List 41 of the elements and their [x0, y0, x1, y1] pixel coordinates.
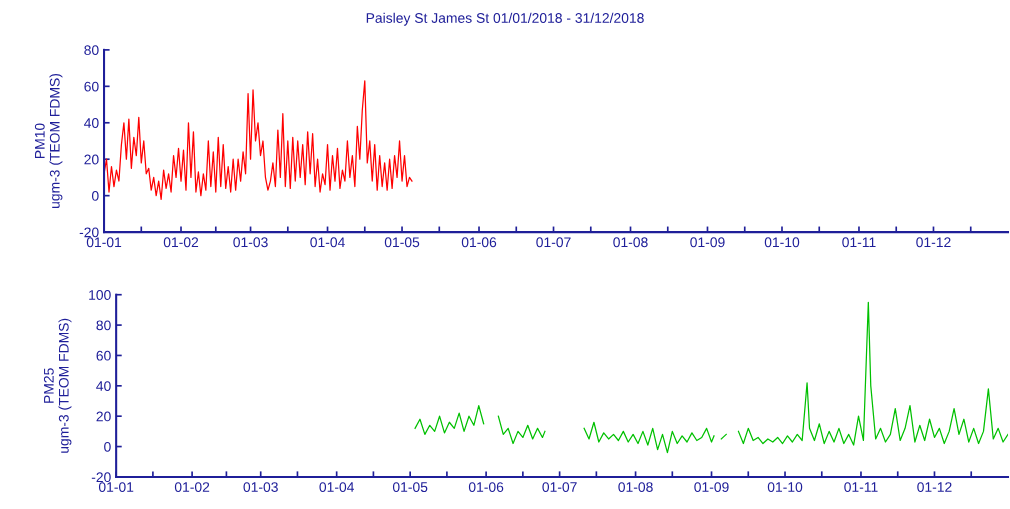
x-tick-label: 01-06 — [461, 237, 497, 248]
x-tick-label: 01-11 — [842, 237, 876, 248]
y-tick-label: 80 — [84, 45, 99, 56]
x-tick-label: 01-02 — [163, 237, 199, 248]
x-tick-label: 01-08 — [618, 482, 653, 492]
y-tick-label: -20 — [91, 472, 111, 483]
x-tick-label: 01-01 — [86, 237, 122, 248]
y-tick-label: 100 — [89, 290, 111, 300]
y-axis-title: PM25 ugm-3 (TEOM FDMS) — [43, 318, 72, 453]
x-tick-label: 01-04 — [310, 237, 345, 248]
x-tick-label: 01-10 — [767, 482, 803, 492]
line-series — [104, 80, 413, 200]
y-tick-label: 20 — [84, 154, 99, 165]
y-tick-label: 0 — [91, 190, 99, 201]
x-tick-label: 01-03 — [233, 237, 268, 248]
y-tick-label: 60 — [96, 350, 111, 361]
chart-title: Paisley St James St 01/01/2018 - 31/12/2018 — [366, 12, 644, 26]
x-tick-label: 01-12 — [917, 482, 952, 492]
x-tick-label: 01-07 — [542, 482, 577, 492]
x-tick-label: 01-05 — [392, 482, 428, 492]
x-tick-label: 01-04 — [319, 482, 355, 492]
y-tick-label: 40 — [96, 381, 111, 391]
x-tick-label: 01-07 — [536, 237, 571, 248]
y-tick-label: -20 — [79, 227, 99, 238]
x-tick-label: 01-02 — [174, 482, 210, 492]
x-tick-label: 01-08 — [613, 237, 648, 248]
x-tick-label: 01-03 — [243, 482, 278, 492]
x-tick-label: 01-06 — [468, 482, 504, 492]
x-tick-label: 01-09 — [690, 237, 725, 248]
x-tick-label: 01-12 — [916, 237, 951, 248]
x-tick-label: 01-05 — [384, 237, 420, 248]
x-tick-label: 01-01 — [98, 482, 134, 492]
y-axis-title: PM10 ugm-3 (TEOM FDMS) — [34, 73, 63, 208]
y-tick-label: 40 — [84, 118, 99, 128]
x-tick-label: 01-10 — [764, 237, 800, 248]
x-tick-label: 01-09 — [694, 482, 729, 492]
y-tick-label: 60 — [84, 81, 99, 92]
y-tick-label: 20 — [96, 411, 111, 422]
y-tick-label: 0 — [104, 441, 111, 452]
x-tick-label: 01-11 — [844, 482, 878, 492]
y-tick-label: 80 — [96, 320, 111, 331]
